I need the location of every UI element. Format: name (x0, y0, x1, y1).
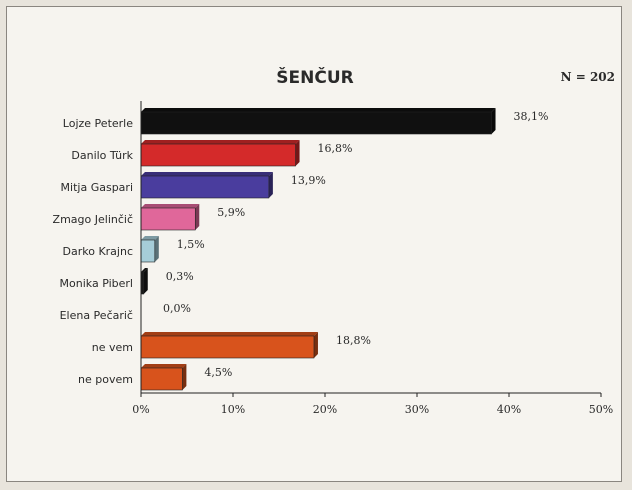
category-label: Zmago Jelinčič (53, 213, 133, 226)
data-label: 0,3% (166, 270, 194, 283)
chart-frame: ŠENČUR N = 202 Lojze Peterle 38,1% Danilo … (6, 6, 622, 482)
data-label: 13,9% (291, 174, 326, 187)
bar-chart: ŠENČUR N = 202 Lojze Peterle 38,1% Danilo … (53, 66, 615, 416)
bar (140, 335, 315, 359)
data-label: 38,1% (514, 110, 549, 123)
data-label: 1,5% (177, 238, 205, 251)
bars-group: Lojze Peterle 38,1% Danilo Türk 16,8% Mitja … (53, 108, 549, 391)
chart-title: ŠENČUR (276, 66, 353, 88)
data-label: 5,9% (217, 206, 245, 219)
x-tick-label: 0% (132, 403, 149, 416)
bar-top-face (141, 236, 159, 240)
bar-side-face (313, 332, 318, 358)
bar-top-face (141, 140, 300, 144)
bar (140, 111, 492, 135)
bar (140, 367, 183, 391)
category-label: Danilo Türk (71, 149, 133, 162)
bar-side-face (154, 236, 159, 262)
data-label: 4,5% (204, 366, 232, 379)
bar-top-face (141, 108, 496, 112)
sample-size-label: N = 202 (561, 70, 615, 84)
bar (140, 143, 296, 167)
bar-side-face (268, 172, 273, 198)
bar-side-face (143, 268, 148, 294)
bar-top-face (141, 364, 187, 368)
bar-side-face (491, 108, 496, 134)
category-label: Lojze Peterle (63, 117, 133, 130)
bar (140, 175, 270, 199)
category-label: Darko Krajnc (63, 245, 134, 258)
x-tick-label: 10% (221, 403, 245, 416)
bar-top-face (141, 172, 273, 176)
bar (140, 207, 196, 231)
data-label: 18,8% (336, 334, 371, 347)
bar (140, 239, 156, 263)
category-label: ne povem (78, 373, 133, 386)
x-axis: 0% 10% 20% 30% 40% 50% (132, 101, 613, 416)
category-label: Mitja Gaspari (61, 181, 133, 194)
x-tick-label: 30% (405, 403, 429, 416)
bar-side-face (295, 140, 300, 166)
data-label: 16,8% (318, 142, 353, 155)
data-label: 0,0% (163, 302, 191, 315)
x-tick-label: 20% (313, 403, 337, 416)
x-tick-label: 50% (589, 403, 613, 416)
bar-top-face (141, 268, 148, 272)
category-label: ne vem (92, 341, 133, 354)
bar-side-face (195, 204, 200, 230)
bar-side-face (182, 364, 187, 390)
bar-top-face (141, 332, 318, 336)
bar-top-face (141, 204, 200, 208)
category-label: Monika Piberl (60, 277, 133, 290)
x-tick-label: 40% (497, 403, 521, 416)
category-label: Elena Pečarič (60, 309, 133, 322)
